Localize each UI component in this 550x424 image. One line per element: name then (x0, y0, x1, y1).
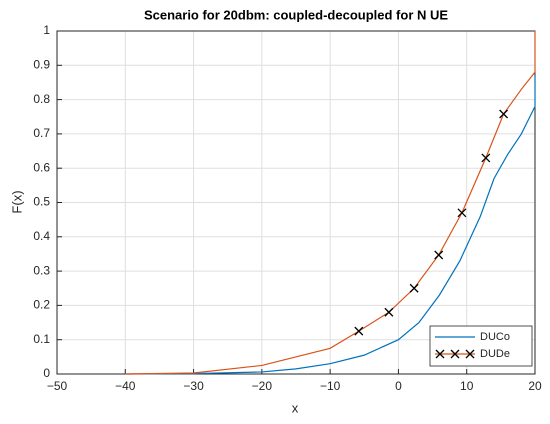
y-tick-label: 0.3 (33, 263, 50, 277)
y-tick-label: 0.2 (33, 298, 50, 312)
y-tick-label: 0.4 (33, 229, 50, 243)
chart-title: Scenario for 20dbm: coupled-decoupled fo… (144, 7, 448, 22)
x-tick-label: −20 (252, 379, 273, 393)
y-tick-label: 1 (43, 23, 50, 37)
y-tick-label: 0.9 (33, 57, 50, 71)
data-marker (499, 109, 509, 119)
y-tick-label: 0 (43, 366, 50, 380)
x-tick-label: −40 (115, 379, 136, 393)
data-line (125, 31, 536, 375)
data-marker (481, 153, 491, 163)
legend-marker (465, 349, 475, 359)
y-tick-label: 0.6 (33, 160, 50, 174)
legend-box (429, 325, 533, 367)
data-marker (354, 326, 364, 336)
x-axis-label: x (292, 400, 299, 415)
legend-marker (450, 349, 460, 359)
y-tick-label: 0.8 (33, 92, 50, 106)
plot-frame (56, 30, 536, 375)
y-axis-label: F(x) (9, 190, 24, 213)
data-marker (457, 208, 467, 218)
data-line (125, 75, 536, 375)
data-marker (434, 250, 444, 260)
x-tick-label: 0 (395, 379, 402, 393)
y-tick-label: 0.7 (33, 126, 50, 140)
y-tick-label: 0.5 (33, 195, 50, 209)
data-marker (384, 307, 394, 317)
legend-label: DUDe (480, 348, 510, 360)
x-tick-label: −30 (183, 379, 204, 393)
legend-marker (435, 349, 445, 359)
x-tick-label: 10 (460, 379, 474, 393)
y-tick-label: 0.1 (33, 332, 50, 346)
legend-label: DUCo (480, 331, 510, 343)
x-tick-label: −50 (47, 379, 68, 393)
x-tick-label: 20 (528, 379, 542, 393)
data-marker (409, 283, 419, 293)
x-tick-label: −10 (320, 379, 341, 393)
